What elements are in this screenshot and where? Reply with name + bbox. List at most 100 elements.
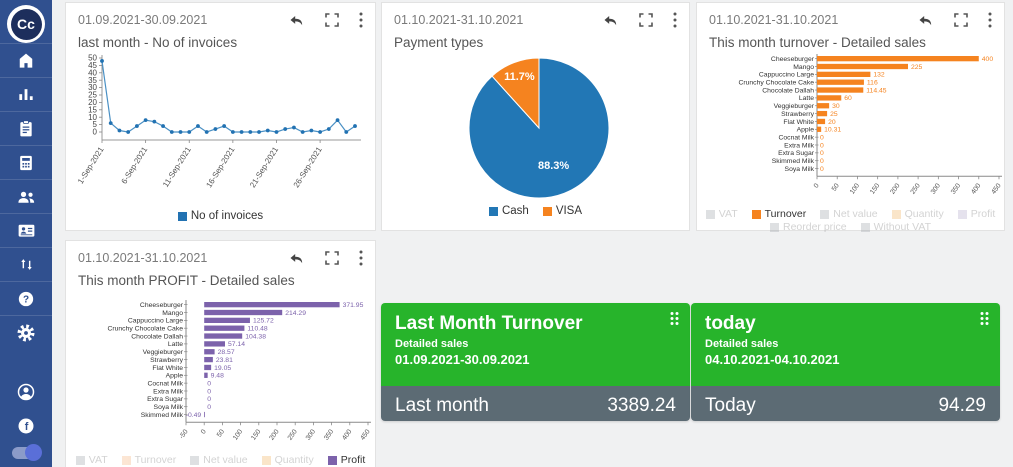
legend-item[interactable]: No of invoices: [177, 210, 263, 222]
svg-text:350: 350: [323, 428, 335, 441]
svg-text:6-Sep-2021: 6-Sep-2021: [120, 145, 150, 186]
svg-text:Soya Milk: Soya Milk: [785, 166, 815, 173]
svg-text:Strawberry: Strawberry: [150, 357, 183, 364]
profit-bar-chart: Cheeseburger 371.95 Mango 214.29 Cappuccino …: [72, 298, 375, 453]
fullscreen-icon[interactable]: [325, 13, 339, 27]
svg-text:100: 100: [232, 428, 244, 441]
kpi-title: Last Month Turnover: [395, 313, 583, 334]
legend-item[interactable]: Reorder price: [769, 221, 847, 233]
svg-text:9.48: 9.48: [211, 373, 224, 380]
svg-text:60: 60: [844, 95, 852, 102]
legend-item[interactable]: VAT: [75, 454, 108, 466]
kpi-last-month-turnover: Last Month Turnover Detailed sales 01.09…: [381, 303, 690, 421]
app-logo-text: Cc: [17, 16, 35, 32]
sidebar-item-settings[interactable]: [0, 315, 52, 349]
legend-label: Without VAT: [873, 221, 931, 233]
legend-item[interactable]: Without VAT: [860, 221, 931, 233]
sidebar-item-home[interactable]: [0, 43, 52, 77]
svg-text:0: 0: [207, 380, 211, 387]
legend-label: Turnover: [134, 454, 177, 466]
svg-text:0: 0: [820, 150, 824, 157]
svg-text:Extra Milk: Extra Milk: [153, 388, 183, 395]
svg-text:50: 50: [831, 182, 841, 192]
svg-text:104.38: 104.38: [245, 333, 266, 340]
sidebar-item-orders[interactable]: [0, 111, 52, 145]
theme-toggle[interactable]: [12, 444, 42, 461]
legend-swatch: [177, 211, 187, 221]
svg-text:16-Sep-2021: 16-Sep-2021: [204, 145, 236, 189]
svg-text:400: 400: [970, 182, 982, 195]
kebab-menu-icon[interactable]: [988, 12, 992, 28]
svg-text:Skimmed Milk: Skimmed Milk: [772, 158, 815, 165]
legend-item[interactable]: Profit: [327, 454, 365, 466]
svg-text:Skimmed Milk: Skimmed Milk: [141, 412, 184, 419]
kebab-menu-icon[interactable]: [359, 250, 363, 266]
sort-arrows-icon: [20, 259, 32, 270]
undo-icon[interactable]: [602, 13, 619, 28]
drag-handle-icon[interactable]: [669, 311, 680, 331]
svg-text:132: 132: [873, 72, 885, 79]
svg-text:0: 0: [207, 388, 211, 395]
kebab-menu-icon[interactable]: [359, 12, 363, 28]
legend-item[interactable]: Quantity: [891, 208, 944, 220]
legend-item[interactable]: VAT: [705, 208, 738, 220]
sidebar-item-reports[interactable]: [0, 77, 52, 111]
svg-text:Veggieburger: Veggieburger: [774, 103, 815, 110]
svg-text:Apple: Apple: [797, 127, 815, 134]
svg-text:57.14: 57.14: [228, 341, 245, 348]
card-payments: 01.10.2021-31.10.2021 Payment types 88.3…: [381, 2, 690, 231]
kpi-footer-value: 94.29: [938, 395, 986, 416]
legend-item[interactable]: Turnover: [121, 454, 177, 466]
svg-text:11.7%: 11.7%: [504, 71, 535, 83]
kpi-title: today: [705, 313, 756, 334]
svg-text:?: ?: [23, 294, 29, 305]
legend-swatch: [751, 209, 761, 219]
fullscreen-icon[interactable]: [325, 251, 339, 265]
legend-item[interactable]: Quantity: [261, 454, 314, 466]
sidebar-item-customers[interactable]: [0, 179, 52, 213]
svg-text:150: 150: [869, 182, 881, 195]
sidebar-item-facebook[interactable]: f: [0, 413, 52, 439]
legend-label: Quantity: [274, 454, 314, 466]
turnover-bar-chart: Cheeseburger 400 Mango 225 Cappuccino Large 1…: [703, 52, 1004, 207]
svg-text:40: 40: [88, 68, 97, 77]
legend-item[interactable]: Turnover: [751, 208, 806, 220]
undo-icon[interactable]: [288, 251, 305, 266]
legend-item[interactable]: VISA: [542, 205, 583, 217]
sidebar-item-account[interactable]: [0, 379, 52, 405]
svg-text:1-Sep-2021: 1-Sep-2021: [76, 145, 106, 186]
kebab-menu-icon[interactable]: [673, 12, 677, 28]
legend-item[interactable]: Cash: [488, 205, 529, 217]
kpi-footer-label: Last month: [395, 395, 489, 416]
fullscreen-icon[interactable]: [639, 13, 653, 27]
contact-card-icon: [18, 224, 34, 237]
sidebar-item-contacts[interactable]: [0, 213, 52, 247]
svg-text:Cheeseburger: Cheeseburger: [140, 302, 184, 309]
undo-icon[interactable]: [917, 13, 934, 28]
fullscreen-icon[interactable]: [954, 13, 968, 27]
undo-icon[interactable]: [288, 13, 305, 28]
help-icon: ?: [18, 291, 34, 306]
legend-item[interactable]: Net value: [820, 208, 878, 220]
svg-text:f: f: [25, 421, 29, 433]
sidebar-item-pos[interactable]: [0, 145, 52, 179]
sidebar-item-transfers[interactable]: [0, 247, 52, 281]
sidebar-item-help[interactable]: ?: [0, 281, 52, 315]
kpi-today: today Detailed sales 04.10.2021-04.10.20…: [691, 303, 1000, 421]
legend-label: VISA: [555, 205, 583, 217]
svg-text:Chocolate Dallah: Chocolate Dallah: [762, 87, 814, 94]
legend-swatch: [327, 455, 337, 465]
svg-text:214.29: 214.29: [285, 310, 306, 317]
legend-label: Quantity: [904, 208, 944, 220]
bar-chart-icon: [19, 88, 33, 100]
svg-text:450: 450: [359, 428, 371, 441]
svg-text:Crunchy Chocolate Cake: Crunchy Chocolate Cake: [107, 326, 183, 333]
svg-text:Mango: Mango: [162, 310, 183, 317]
legend-item[interactable]: Profit: [957, 208, 995, 220]
svg-text:114.45: 114.45: [866, 87, 887, 94]
legend-item[interactable]: Net value: [190, 454, 248, 466]
svg-text:23.81: 23.81: [216, 357, 233, 364]
drag-handle-icon[interactable]: [979, 311, 990, 331]
svg-text:Flat White: Flat White: [152, 365, 183, 372]
svg-text:10.31: 10.31: [824, 127, 841, 134]
